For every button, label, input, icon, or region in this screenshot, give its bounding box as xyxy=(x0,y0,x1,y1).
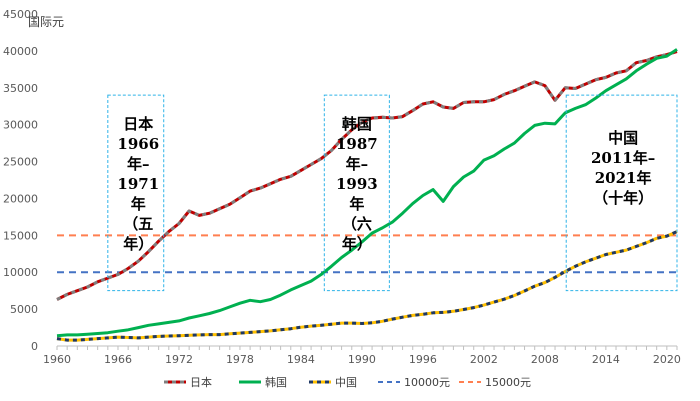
x-tick-label: 2008 xyxy=(531,353,559,366)
annotation-text: 1993 xyxy=(336,175,378,193)
y-tick-label: 10000 xyxy=(3,266,38,279)
legend-label: 10000元 xyxy=(404,376,450,389)
series-line-dash xyxy=(56,50,678,301)
x-axis xyxy=(56,345,678,350)
y-axis-unit-label: 国际元 xyxy=(28,15,64,29)
y-tick-label: 25000 xyxy=(3,156,38,169)
legend-label: 韩国 xyxy=(265,375,287,389)
y-tick-label: 40000 xyxy=(3,45,38,58)
x-tick-label: 1960 xyxy=(43,353,71,366)
y-tick-label: 15000 xyxy=(3,229,38,242)
annotation-text: 年） xyxy=(342,235,372,253)
annotation-text: 中国 xyxy=(608,129,638,147)
x-tick-label: 1984 xyxy=(287,353,315,366)
annotation-text: 2011年– xyxy=(591,149,655,167)
legend-label: 15000元 xyxy=(485,376,531,389)
annotation-text: （十年） xyxy=(593,189,653,207)
annotation-text: 年– xyxy=(346,155,369,173)
x-tick-label: 2002 xyxy=(470,353,498,366)
annotations: 日本 1966 年– 1971 年 （五年） 韩国 1987 年– 1993 年 （六年） 中国 2011… xyxy=(107,94,678,292)
x-tick-label: 1972 xyxy=(165,353,193,366)
y-tick-label: 0 xyxy=(31,340,38,353)
legend: 日本 韩国 中国 10000元 15000元 xyxy=(164,375,531,389)
y-tick-label: 30000 xyxy=(3,119,38,132)
annotation-text: 1987 xyxy=(336,135,378,153)
x-tick-label: 1966 xyxy=(104,353,132,366)
annotation-text: （五 xyxy=(123,215,153,233)
x-tick-label: 2014 xyxy=(592,353,620,366)
annotation-text: 日本 xyxy=(123,115,153,133)
annotation-text: 年 xyxy=(131,195,146,213)
annotation-text: 韩国 xyxy=(342,115,372,133)
series-lines xyxy=(56,48,678,342)
y-tick-label: 45000 xyxy=(3,8,38,21)
y-tick-label: 35000 xyxy=(3,82,38,95)
annotation-text: 年– xyxy=(127,155,150,173)
x-axis-ticks: 1960 1966 1972 1978 1984 1990 1996 2002 2008 2014… xyxy=(43,353,681,366)
annotation-box xyxy=(323,94,390,292)
reference-lines xyxy=(57,234,677,274)
legend-label: 中国 xyxy=(335,376,357,389)
annotation-text: 1971 xyxy=(117,175,159,193)
x-tick-label: 1996 xyxy=(409,353,437,366)
annotation-box xyxy=(107,94,165,292)
y-tick-label: 5000 xyxy=(10,303,38,316)
annotation-text: 年） xyxy=(123,235,153,253)
series-line xyxy=(56,230,678,342)
y-tick-label: 20000 xyxy=(3,192,38,205)
x-tick-label: 2020 xyxy=(653,353,681,366)
x-tick-label: 1990 xyxy=(348,353,376,366)
y-axis-ticks: 0 5000 10000 15000 20000 25000 30000 35000 40000… xyxy=(3,8,38,353)
annotation-text: 2021年 xyxy=(595,169,652,187)
series-line xyxy=(56,48,678,338)
annotation-text: 1966 xyxy=(117,135,159,153)
annotation-box xyxy=(565,94,678,292)
annotation-text: 年 xyxy=(349,195,364,213)
annotation-text: （六 xyxy=(342,215,372,233)
x-tick-label: 1978 xyxy=(226,353,254,366)
legend-label: 日本 xyxy=(190,375,212,389)
